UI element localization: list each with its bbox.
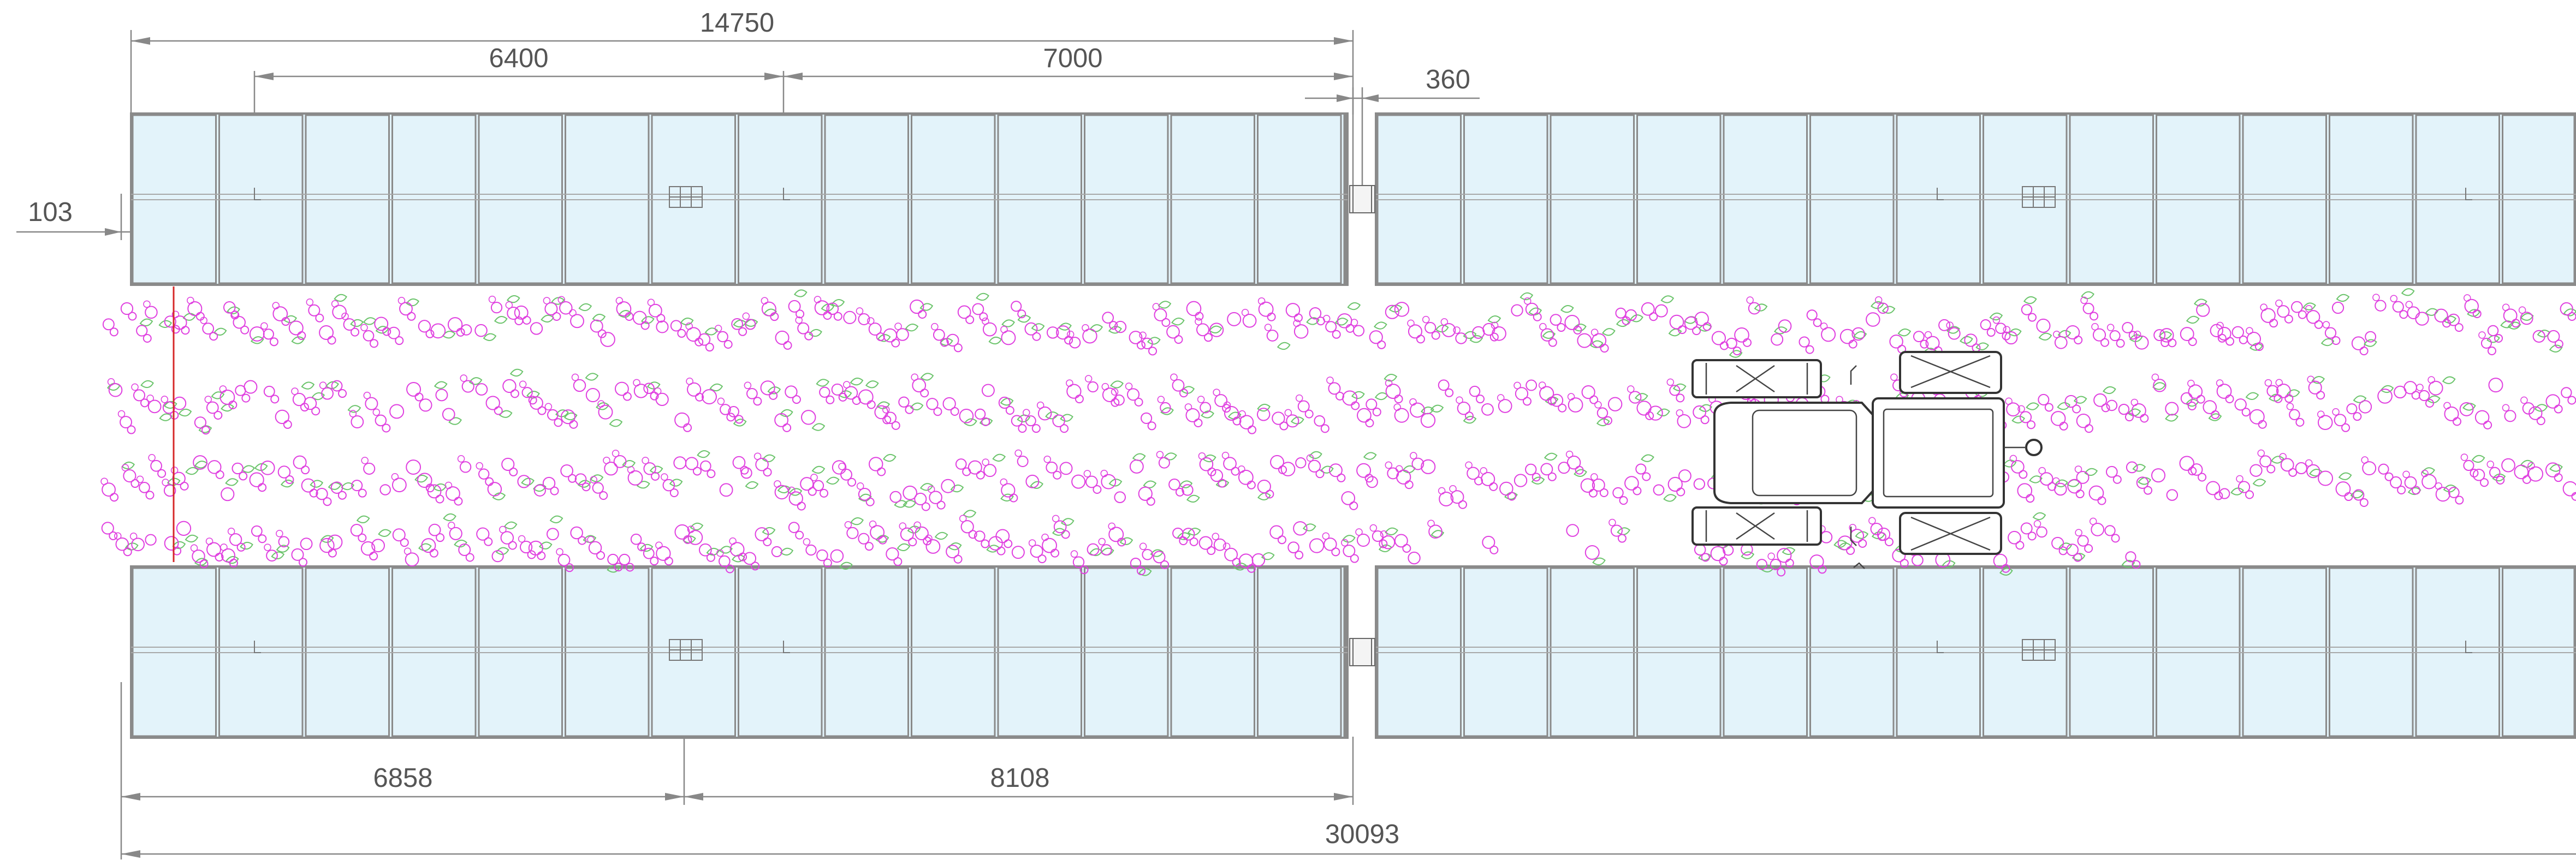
array-connector — [1349, 638, 1375, 666]
dim-top-left: 6400 — [489, 44, 548, 73]
solar-array-bottom-left — [130, 565, 1349, 739]
dim-bottom-right: 8108 — [990, 763, 1049, 793]
mount-bracket — [783, 641, 790, 653]
crop-row — [100, 449, 2576, 511]
dimension-labels: 14750 6400 7000 360 103 6858 8108 30093 — [28, 8, 1470, 849]
array-connector — [1349, 185, 1375, 213]
solar-array-top-left — [130, 112, 1349, 286]
crop-row — [106, 368, 2576, 435]
tractor-icon — [1691, 351, 2043, 569]
junction-box — [2022, 639, 2056, 661]
mount-bracket — [2465, 188, 2472, 200]
dim-bottom-left: 6858 — [373, 763, 432, 793]
mount-bracket — [254, 641, 261, 653]
solar-array-bottom-right — [1375, 565, 2576, 739]
crop-rows — [100, 288, 2576, 577]
mount-bracket — [2465, 641, 2472, 653]
mount-bracket — [1937, 188, 1944, 200]
mount-bracket — [1937, 641, 1944, 653]
crop-row — [102, 288, 2576, 358]
solar-array-top-right — [1375, 112, 2576, 286]
mount-bracket — [783, 188, 790, 200]
dim-edge-offset: 103 — [28, 198, 73, 227]
dim-top-total: 14750 — [700, 8, 774, 38]
mount-bracket — [254, 188, 261, 200]
junction-box — [669, 639, 703, 661]
junction-box — [669, 186, 703, 208]
dim-gap: 360 — [1426, 65, 1470, 94]
dim-top-right: 7000 — [1043, 44, 1102, 73]
dim-bottom-total: 30093 — [1325, 820, 1399, 849]
solar-panel-arrays — [130, 112, 2576, 739]
junction-box — [2022, 186, 2056, 208]
dimension-lines — [16, 30, 2576, 859]
